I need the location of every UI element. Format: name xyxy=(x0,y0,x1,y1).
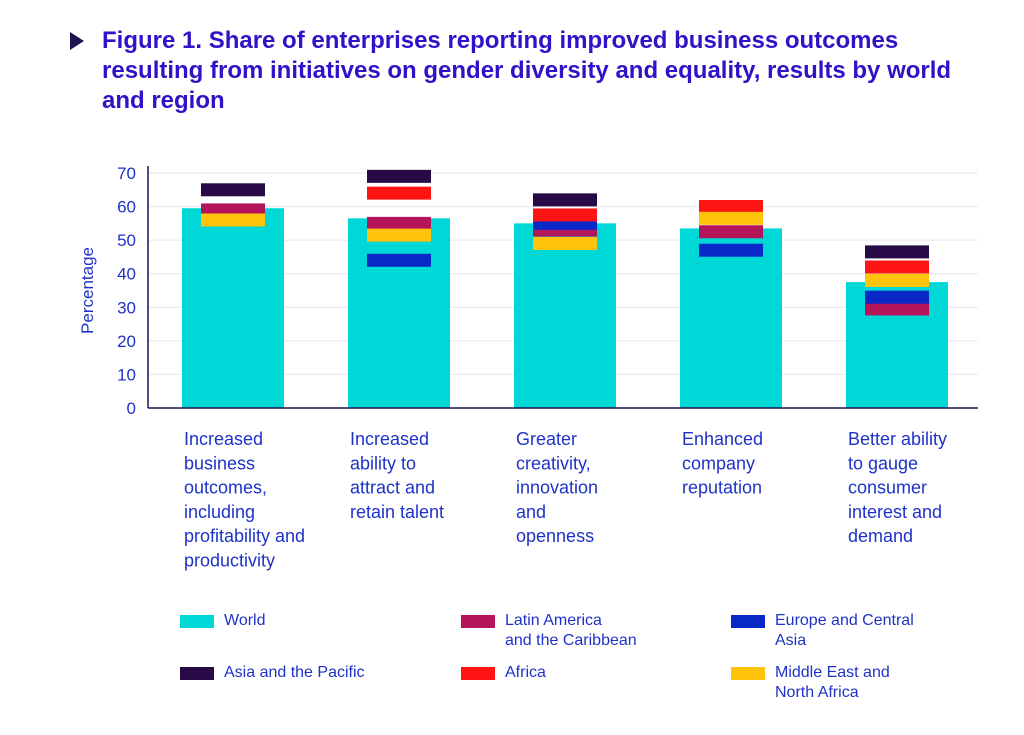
x-category-label: openness xyxy=(516,526,594,546)
marker-middle-east-and-north-africa xyxy=(865,273,929,287)
legend-item-asia-pacific: Asia and the Pacific xyxy=(180,663,394,683)
x-category-label: demand xyxy=(848,526,913,546)
figure-title: Figure 1. Share of enterprises reporting… xyxy=(102,27,952,114)
y-tick-label: 70 xyxy=(117,164,136,183)
marker-africa xyxy=(865,260,929,274)
x-category-label: retain talent xyxy=(350,502,444,522)
y-tick-label: 0 xyxy=(127,399,136,418)
x-category-label: and xyxy=(516,502,546,522)
marker-asia-and-the-pacific xyxy=(367,169,431,183)
marker-latin-america-and-the-caribbean xyxy=(367,216,431,230)
marker-europe-and-central-asia xyxy=(865,290,929,304)
legend-swatch-latin-america xyxy=(461,615,495,628)
x-category-label: Increased xyxy=(350,429,429,449)
bar-world xyxy=(182,208,284,408)
triangle-bullet-icon xyxy=(70,32,84,50)
x-category-label: interest and xyxy=(848,502,942,522)
bar-world xyxy=(680,228,782,408)
legend-label-latin-america: Latin America and the Caribbean xyxy=(505,612,637,649)
legend-item-middle-east: Middle East and North Africa xyxy=(731,663,945,703)
x-category-label: including xyxy=(184,502,255,522)
x-category-label: Increased xyxy=(184,429,263,449)
marker-asia-and-the-pacific xyxy=(533,193,597,207)
marker-africa xyxy=(367,186,431,200)
marker-latin-america-and-the-caribbean xyxy=(201,203,265,217)
marker-africa xyxy=(699,200,763,214)
marker-middle-east-and-north-africa xyxy=(699,211,763,225)
legend-swatch-africa xyxy=(461,667,495,680)
x-category-label: outcomes, xyxy=(184,478,267,498)
legend-label-europe-central-asia: Europe and Central Asia xyxy=(775,612,914,649)
y-tick-label: 50 xyxy=(117,231,136,250)
legend-label-africa: Africa xyxy=(505,664,546,681)
marker-latin-america-and-the-caribbean xyxy=(699,225,763,239)
bar-chart: 0 10 20 30 40 50 60 70 Percentage Increased busine… xyxy=(78,164,978,571)
marker-europe-and-central-asia xyxy=(367,253,431,267)
y-tick-label: 60 xyxy=(117,198,136,217)
legend-item-africa: Africa xyxy=(461,663,675,683)
x-category-label: Enhanced xyxy=(682,429,763,449)
bar-world xyxy=(514,223,616,408)
marker-africa xyxy=(533,208,597,222)
x-category-label: productivity xyxy=(184,551,275,571)
legend-item-world: World xyxy=(180,611,394,631)
marker-asia-and-the-pacific xyxy=(865,245,929,259)
x-category-label: to gauge xyxy=(848,453,918,473)
x-category-label: creativity, xyxy=(516,453,591,473)
legend-item-europe-central-asia: Europe and Central Asia xyxy=(731,611,945,651)
marker-middle-east-and-north-africa xyxy=(367,228,431,242)
title-block: Figure 1. Share of enterprises reporting… xyxy=(70,26,1000,116)
x-category-label: profitability and xyxy=(184,526,305,546)
x-category-label: attract and xyxy=(350,478,435,498)
y-tick-label: 20 xyxy=(117,332,136,351)
x-category-label: company xyxy=(682,453,755,473)
legend-swatch-world xyxy=(180,615,214,628)
bar-world xyxy=(348,218,450,408)
y-tick-label: 40 xyxy=(117,265,136,284)
legend-label-world: World xyxy=(224,612,266,629)
y-tick-label: 30 xyxy=(117,298,136,317)
x-category-label: Better ability xyxy=(848,429,947,449)
y-axis-label: Percentage xyxy=(78,247,97,334)
legend-label-middle-east: Middle East and North Africa xyxy=(775,664,890,701)
marker-europe-and-central-asia xyxy=(699,243,763,257)
marker-middle-east-and-north-africa xyxy=(201,213,265,227)
x-category-label: reputation xyxy=(682,478,762,498)
x-category-label: consumer xyxy=(848,478,927,498)
legend-swatch-europe-central-asia xyxy=(731,615,765,628)
marker-middle-east-and-north-africa xyxy=(533,237,597,250)
legend-swatch-asia-pacific xyxy=(180,667,214,680)
legend-item-latin-america: Latin America and the Caribbean xyxy=(461,611,675,651)
y-tick-label: 10 xyxy=(117,365,136,384)
marker-latin-america-and-the-caribbean xyxy=(865,302,929,316)
x-category-label: Greater xyxy=(516,429,577,449)
x-category-label: innovation xyxy=(516,478,598,498)
legend-label-asia-pacific: Asia and the Pacific xyxy=(224,664,365,681)
legend-swatch-middle-east xyxy=(731,667,765,680)
x-category-label: business xyxy=(184,453,255,473)
x-category-label: ability to xyxy=(350,453,416,473)
marker-asia-and-the-pacific xyxy=(201,183,265,197)
